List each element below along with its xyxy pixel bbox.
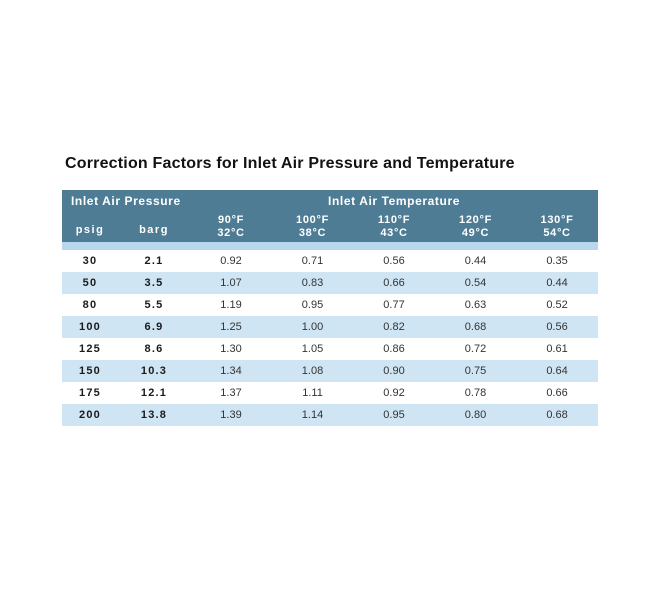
factor-cell: 1.05 [301,343,324,355]
factor-cell: 0.82 [383,321,405,333]
table-row: 175 12.1 1.37 1.11 0.92 0.78 0.66 [62,382,599,404]
factor-cell: 1.14 [301,409,324,421]
col-header-110f-43c: 110°F 43°C [353,211,436,242]
table-row: 30 2.1 0.92 0.71 0.56 0.44 0.35 [62,250,599,272]
factor-cell: 0.72 [464,343,487,355]
factor-cell: 0.95 [383,409,405,421]
barg-cell: 12.1 [140,387,168,399]
barg-cell: 2.1 [144,255,164,267]
table-body: 30 2.1 0.92 0.71 0.56 0.44 0.35 50 3.5 1.07 0.83 0.… [62,242,599,426]
factor-cell: 0.71 [301,255,324,267]
factor-cell: 0.61 [546,343,568,355]
psig-cell: 30 [82,255,98,267]
column-header-row: psig barg 90°F 32°C 100°F 38°C 110°F 43°… [62,211,599,242]
factor-cell: 0.90 [383,365,405,377]
psig-cell: 175 [79,387,101,399]
factor-cell: 0.83 [301,277,324,289]
temp-c-label: 54°C [543,226,571,239]
factor-cell: 1.37 [220,387,242,399]
factor-cell: 0.68 [546,409,568,421]
psig-cell: 150 [79,365,101,377]
factor-cell: 0.64 [546,365,568,377]
barg-cell: 8.6 [144,343,164,355]
temp-f-label: 110°F [377,213,411,226]
factor-cell: 1.39 [220,409,242,421]
factor-cell: 1.25 [220,321,242,333]
factor-cell: 0.56 [546,321,568,333]
temp-f-label: 90°F [217,213,245,226]
header-separator [62,242,599,250]
header-separator-row [62,242,599,250]
temp-c-label: 32°C [217,226,245,239]
factor-cell: 1.30 [220,343,242,355]
factor-cell: 0.63 [464,299,487,311]
factor-cell: 0.52 [546,299,568,311]
temp-c-label: 38°C [298,226,327,239]
group-header-row: Inlet Air Pressure Inlet Air Temperature [62,190,599,211]
table-header: Inlet Air Pressure Inlet Air Temperature… [62,190,599,242]
temp-c-label: 43°C [380,226,408,239]
factor-cell: 0.75 [464,365,487,377]
factor-cell: 0.44 [546,277,568,289]
psig-cell: 125 [79,343,101,355]
barg-cell: 10.3 [140,365,168,377]
factor-cell: 0.66 [383,277,405,289]
barg-cell: 6.9 [144,321,164,333]
barg-cell: 3.5 [144,277,164,289]
col-header-130f-54c: 130°F 54°C [516,211,599,242]
pressure-group-header: Inlet Air Pressure [62,190,191,211]
factor-cell: 0.92 [220,255,242,267]
barg-cell: 5.5 [144,299,164,311]
psig-cell: 80 [82,299,98,311]
col-header-90f-32c: 90°F 32°C [190,211,273,242]
barg-cell: 13.8 [140,409,168,421]
correction-factors-table-wrap: Inlet Air Pressure Inlet Air Temperature… [62,190,599,426]
factor-cell: 1.34 [220,365,242,377]
factor-cell: 0.95 [301,299,324,311]
factor-cell: 1.11 [302,387,323,399]
table-row: 200 13.8 1.39 1.14 0.95 0.80 0.68 [62,404,599,426]
table-row: 100 6.9 1.25 1.00 0.82 0.68 0.56 [62,316,599,338]
correction-factors-table: Inlet Air Pressure Inlet Air Temperature… [62,190,599,426]
col-header-psig: psig [62,211,118,242]
factor-cell: 0.78 [464,387,487,399]
factor-cell: 0.35 [546,255,568,267]
factor-cell: 1.08 [301,365,324,377]
factor-cell: 0.56 [383,255,405,267]
factor-cell: 0.77 [383,299,405,311]
factor-cell: 0.44 [464,255,487,267]
col-header-barg: barg [118,211,191,242]
psig-cell: 50 [82,277,98,289]
factor-cell: 0.54 [464,277,487,289]
factor-cell: 1.00 [301,321,324,333]
psig-cell: 200 [79,409,101,421]
psig-cell: 100 [79,321,101,333]
temp-f-label: 130°F [540,213,574,226]
table-title: Correction Factors for Inlet Air Pressur… [65,155,515,172]
factor-cell: 0.68 [464,321,487,333]
factor-cell: 0.66 [546,387,568,399]
temp-c-label: 49°C [461,226,490,239]
factor-cell: 0.92 [383,387,405,399]
col-header-120f-49c: 120°F 49°C [435,211,517,242]
temp-f-label: 100°F [296,213,329,226]
table-row: 125 8.6 1.30 1.05 0.86 0.72 0.61 [62,338,599,360]
factor-cell: 1.07 [220,277,242,289]
table-row: 150 10.3 1.34 1.08 0.90 0.75 0.64 [62,360,599,382]
factor-cell: 1.19 [220,299,242,311]
factor-cell: 0.80 [464,409,487,421]
temperature-group-header: Inlet Air Temperature [190,190,599,211]
table-row: 50 3.5 1.07 0.83 0.66 0.54 0.44 [62,272,599,294]
factor-cell: 0.86 [383,343,405,355]
temp-f-label: 120°F [459,213,492,226]
table-row: 80 5.5 1.19 0.95 0.77 0.63 0.52 [62,294,599,316]
col-header-100f-38c: 100°F 38°C [272,211,354,242]
